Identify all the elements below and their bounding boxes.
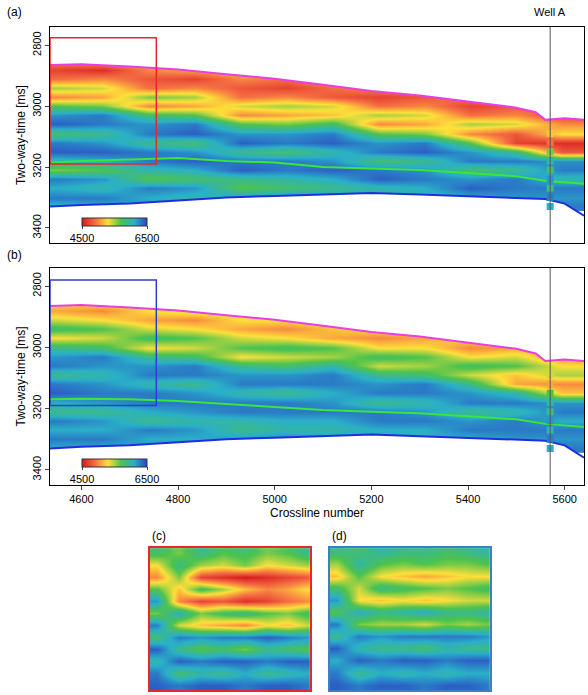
svg-text:3400: 3400 <box>31 456 43 480</box>
svg-text:3000: 3000 <box>31 92 43 116</box>
svg-text:6500: 6500 <box>135 232 159 244</box>
svg-text:3400: 3400 <box>31 214 43 238</box>
svg-text:4500: 4500 <box>70 232 94 244</box>
svg-text:4800: 4800 <box>166 493 190 505</box>
svg-text:(c): (c) <box>152 529 166 543</box>
svg-text:5400: 5400 <box>456 493 480 505</box>
svg-text:Two-way-time [ms]: Two-way-time [ms] <box>14 85 28 185</box>
svg-text:6500: 6500 <box>135 473 159 485</box>
svg-text:5600: 5600 <box>552 493 576 505</box>
svg-text:Two-way-time [ms]: Two-way-time [ms] <box>14 326 28 426</box>
svg-text:Well A: Well A <box>534 6 566 18</box>
svg-text:(a): (a) <box>7 5 22 19</box>
svg-text:2800: 2800 <box>31 272 43 296</box>
svg-text:5000: 5000 <box>262 493 286 505</box>
svg-text:3200: 3200 <box>31 153 43 177</box>
svg-text:(d): (d) <box>332 529 347 543</box>
svg-text:5200: 5200 <box>359 493 383 505</box>
svg-text:(b): (b) <box>7 248 22 262</box>
svg-text:Crossline number: Crossline number <box>270 506 364 520</box>
svg-text:4600: 4600 <box>69 493 93 505</box>
svg-text:3000: 3000 <box>31 333 43 357</box>
svg-text:2800: 2800 <box>31 31 43 55</box>
svg-text:4500: 4500 <box>70 473 94 485</box>
svg-text:3200: 3200 <box>31 395 43 419</box>
